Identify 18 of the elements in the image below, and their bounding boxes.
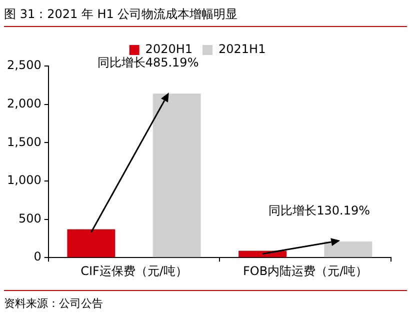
y-tick-label: 1,000 — [6, 173, 42, 188]
y-tick-label: 1,500 — [6, 134, 42, 149]
legend-label: 2021H1 — [218, 42, 266, 56]
bar — [324, 242, 372, 258]
legend-label: 2020H1 — [145, 42, 193, 56]
y-tick-label: 0 — [34, 250, 42, 264]
x-tick-label: FOB内陆运费（元/吨） — [243, 264, 368, 278]
bar — [67, 229, 116, 258]
text: 资料来源：公司公告 — [4, 296, 103, 311]
bar — [238, 250, 286, 258]
chart-title: 图 31：2021 年 H1 公司物流成本增幅明显 — [4, 6, 238, 23]
y-tick-label: 500 — [18, 211, 42, 226]
annotation: 同比增长130.19% — [268, 204, 370, 218]
x-tick-label: CIF运保费（元/吨） — [80, 264, 188, 278]
bar — [152, 94, 201, 258]
annotation: 同比增长485.19% — [97, 56, 199, 70]
y-tick-label: 2,000 — [6, 96, 42, 110]
y-tick-label: 2,500 — [6, 58, 42, 72]
